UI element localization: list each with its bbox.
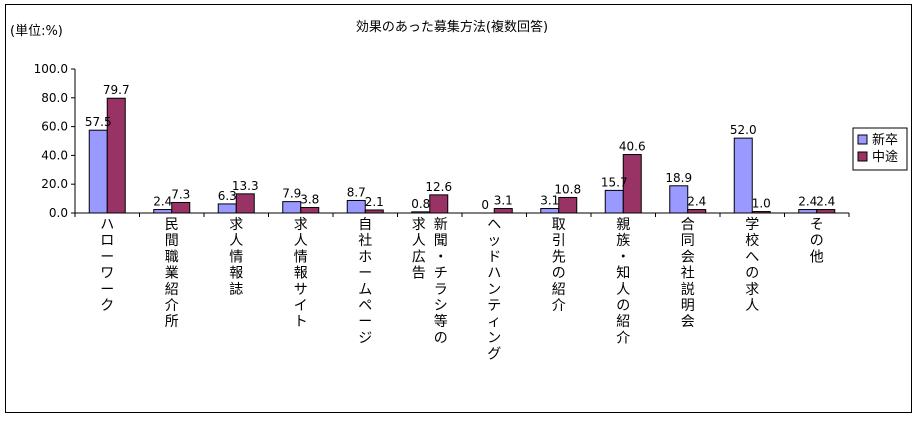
bar-新卒 (798, 209, 818, 214)
x-category-label: 取引先の紹介 (552, 217, 566, 314)
y-axis: 0.0 20.0 40.0 60.0 80.0 100.0 (34, 62, 76, 220)
data-label: 8.7 (347, 185, 366, 199)
data-label: 3.1 (494, 194, 513, 208)
chart-title: 効果のあった募集方法(複数回答) (356, 19, 548, 35)
bar-新卒 (217, 203, 237, 214)
x-category-label: 求人情報サイト (294, 217, 308, 330)
data-label: 0 (481, 198, 489, 212)
data-label: 18.9 (665, 171, 692, 185)
data-label: 13.3 (232, 179, 259, 193)
x-category-label: ヘッドハンティング (487, 217, 501, 363)
x-category-label: 親族・知人の紹介 (616, 217, 630, 346)
bar-新卒 (282, 201, 302, 214)
x-category-label: ハローワーク (100, 217, 114, 314)
data-label: 40.6 (619, 140, 646, 154)
data-label: 10.8 (554, 182, 581, 196)
bar-新卒 (346, 199, 366, 214)
bar-新卒 (733, 137, 753, 214)
bar-中途 (171, 201, 191, 214)
bar-中途 (558, 196, 578, 214)
x-category-label: その他 (810, 217, 824, 265)
bar-新卒 (604, 189, 624, 214)
y-tick-label: 100.0 (34, 62, 68, 76)
data-label: 1.0 (752, 197, 771, 211)
y-tick-label: 40.0 (41, 148, 68, 162)
y-tick-label: 80.0 (41, 91, 68, 105)
y-tick-label: 0.0 (49, 206, 68, 220)
data-label: 7.3 (171, 187, 190, 201)
bar-中途 (235, 193, 255, 214)
data-label: 79.7 (103, 83, 130, 97)
bar-中途 (493, 208, 513, 214)
data-label: 3.8 (300, 193, 319, 207)
x-category-label: 民間職業紹介所 (165, 217, 179, 330)
bar-中途 (300, 207, 320, 214)
x-category-label: 新聞・チラシ等の (434, 217, 448, 346)
legend-swatch (857, 151, 868, 162)
data-label: 6.3 (218, 189, 237, 203)
value-labels: 57.5 2.4 6.3 7.9 8.7 0.8 0 3.1 15.7 18.9 52.0 2.4 79… (85, 83, 835, 212)
bar-新卒 (540, 208, 560, 214)
chart-frame: 効果のあった募集方法(複数回答) (単位:%) 0.0 20.0 40.0 60.0 8… (5, 4, 912, 413)
bar-中途 (816, 209, 836, 214)
bar-新卒 (88, 129, 108, 214)
data-label: 2.1 (365, 195, 384, 209)
x-category-label: 求人広告 (412, 217, 426, 282)
bar-中途 (687, 209, 707, 214)
bar-新卒 (669, 185, 689, 214)
bars (88, 97, 836, 214)
x-category-label: 自社ホームページ (358, 217, 372, 346)
y-tick-label: 60.0 (41, 120, 68, 134)
unit-label: (単位:%) (10, 23, 63, 39)
bar-chart: 効果のあった募集方法(複数回答) (単位:%) 0.0 20.0 40.0 60.0 8… (10, 19, 908, 363)
data-label: 15.7 (601, 175, 628, 189)
data-label: 2.4 (687, 195, 706, 209)
data-label: 2.4 (798, 195, 817, 209)
y-tick-label: 20.0 (41, 177, 68, 191)
data-label: 12.6 (425, 180, 452, 194)
bar-新卒 (153, 209, 173, 214)
data-label: 0.8 (411, 197, 430, 211)
x-axis: ハローワーク 民間職業紹介所 求人情報誌 求人情報サイト 自社ホームページ 新聞・チラシ等… (74, 212, 850, 363)
x-category-label: 求人情報誌 (229, 217, 243, 298)
legend-swatch (857, 134, 868, 145)
data-label: 2.4 (153, 195, 172, 209)
x-category-label: 合同会社説明会 (681, 217, 695, 330)
legend-label: 新卒 (872, 132, 898, 148)
x-category-label: 学校への求人 (745, 217, 759, 314)
data-label: 52.0 (730, 123, 757, 137)
data-label: 7.9 (282, 187, 301, 201)
bar-中途 (429, 194, 449, 214)
data-label: 3.1 (540, 194, 559, 208)
data-label: 2.4 (816, 195, 835, 209)
legend-label: 中途 (872, 149, 898, 165)
data-label: 57.5 (85, 115, 112, 129)
